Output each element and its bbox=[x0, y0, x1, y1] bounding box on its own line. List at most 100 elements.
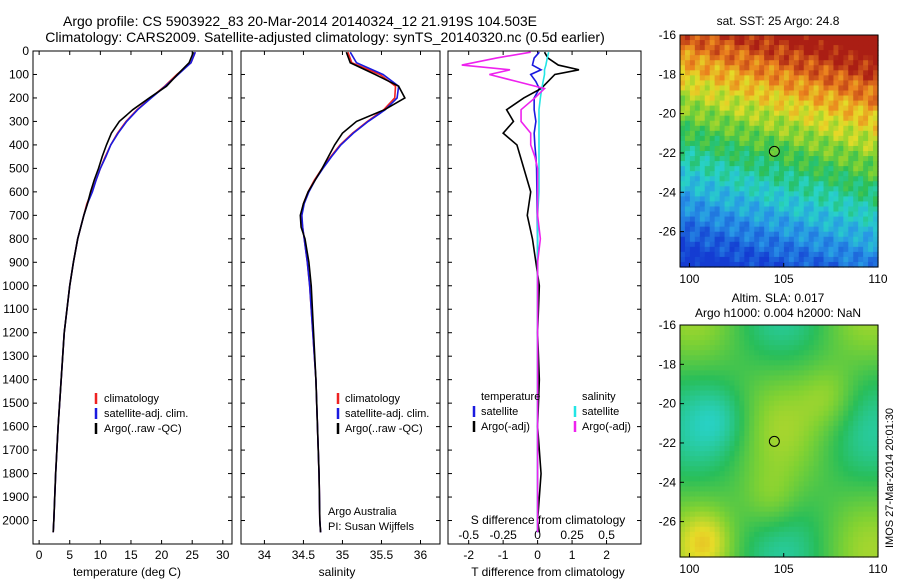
map-cell bbox=[689, 496, 696, 503]
map-cell bbox=[848, 526, 854, 533]
map-cell bbox=[873, 441, 879, 447]
map-cell bbox=[793, 536, 800, 543]
map-cell bbox=[863, 541, 869, 548]
map-cell bbox=[774, 425, 780, 432]
map-cell bbox=[853, 420, 859, 427]
map-cell bbox=[719, 261, 726, 268]
map-cell bbox=[808, 60, 815, 66]
map-cell bbox=[724, 231, 731, 238]
map-cell bbox=[779, 181, 785, 187]
map-cell bbox=[699, 125, 706, 132]
map-cell bbox=[719, 355, 726, 361]
map-cell bbox=[818, 526, 825, 533]
map-cell bbox=[729, 95, 736, 102]
map-cell bbox=[704, 380, 711, 387]
legend3-item-1: satellite bbox=[481, 406, 518, 418]
map-cell bbox=[694, 35, 701, 41]
map-cell bbox=[788, 125, 795, 132]
map-cell bbox=[823, 360, 830, 366]
map-cell bbox=[689, 395, 696, 402]
map-cell bbox=[769, 456, 775, 462]
map-cell bbox=[808, 350, 815, 356]
map-cell bbox=[808, 476, 815, 482]
map-cell bbox=[808, 425, 815, 432]
map-cell bbox=[714, 430, 721, 437]
map-cell bbox=[680, 246, 686, 253]
map-cell bbox=[838, 456, 844, 462]
map-cell bbox=[823, 335, 830, 341]
map-cell bbox=[724, 226, 731, 233]
map-cell bbox=[714, 40, 721, 46]
x-tick-label: 10 bbox=[94, 548, 108, 562]
map-cell bbox=[853, 546, 859, 553]
map-cell bbox=[868, 140, 874, 147]
map-cell bbox=[680, 340, 686, 346]
map-cell bbox=[828, 415, 835, 422]
map-cell bbox=[774, 481, 780, 487]
map-cell bbox=[793, 340, 800, 346]
map-cell bbox=[848, 395, 854, 402]
map-cell bbox=[808, 80, 815, 87]
map-cell bbox=[774, 55, 780, 61]
map-cell bbox=[684, 80, 691, 87]
map-cell bbox=[759, 191, 765, 197]
map-cell bbox=[779, 161, 785, 167]
map-cell bbox=[863, 45, 869, 51]
map-cell bbox=[694, 430, 701, 437]
map-cell bbox=[808, 216, 815, 223]
map-cell bbox=[680, 226, 686, 233]
map-cell bbox=[734, 60, 740, 66]
map-cell bbox=[853, 491, 859, 498]
salinity-panel: 34 34.5 35 35.5 36 bbox=[240, 50, 441, 562]
map-cell bbox=[680, 120, 686, 127]
map-cell bbox=[873, 231, 879, 238]
map-cell bbox=[828, 80, 835, 87]
map-cell bbox=[793, 380, 800, 387]
map-cell bbox=[680, 90, 686, 97]
map-cell bbox=[813, 461, 820, 467]
map-cell bbox=[754, 375, 760, 382]
map-cell bbox=[769, 461, 775, 467]
map-cell bbox=[774, 390, 780, 397]
map-cell bbox=[808, 481, 815, 487]
map-cell bbox=[680, 506, 686, 513]
map-cell bbox=[734, 345, 740, 351]
map-cell bbox=[739, 40, 745, 46]
map-cell bbox=[684, 365, 691, 371]
map-cell bbox=[689, 345, 696, 351]
map-cell bbox=[858, 256, 864, 263]
map-cell bbox=[729, 370, 736, 377]
map-cell bbox=[838, 105, 844, 112]
map-cell bbox=[704, 105, 711, 112]
map-cell bbox=[818, 120, 825, 127]
map-cell bbox=[813, 95, 820, 102]
map-cell bbox=[838, 151, 844, 157]
map-cell bbox=[764, 135, 770, 142]
map-cell bbox=[699, 95, 706, 102]
map-cell bbox=[680, 531, 686, 538]
map-cell bbox=[680, 355, 686, 361]
map-cell bbox=[779, 521, 785, 528]
map-cell bbox=[868, 511, 874, 518]
map-cell bbox=[863, 90, 869, 97]
map-cell bbox=[833, 85, 839, 92]
map-cell bbox=[759, 335, 765, 341]
map-cell bbox=[704, 541, 711, 548]
map-cell bbox=[680, 191, 686, 197]
map-cell bbox=[680, 385, 686, 392]
map-cell bbox=[724, 325, 731, 331]
map-cell bbox=[848, 335, 854, 341]
map-cell bbox=[724, 420, 731, 427]
map-cell bbox=[764, 251, 770, 258]
map-cell bbox=[680, 541, 686, 548]
map-cell bbox=[818, 256, 825, 263]
map-cell bbox=[868, 546, 874, 553]
map-cell bbox=[808, 451, 815, 457]
map-cell bbox=[798, 261, 805, 268]
map-cell bbox=[774, 345, 780, 351]
map-cell bbox=[779, 156, 785, 162]
map-cell bbox=[709, 110, 716, 117]
map-cell bbox=[808, 415, 815, 422]
map-cell bbox=[803, 40, 810, 46]
map-cell bbox=[704, 511, 711, 518]
